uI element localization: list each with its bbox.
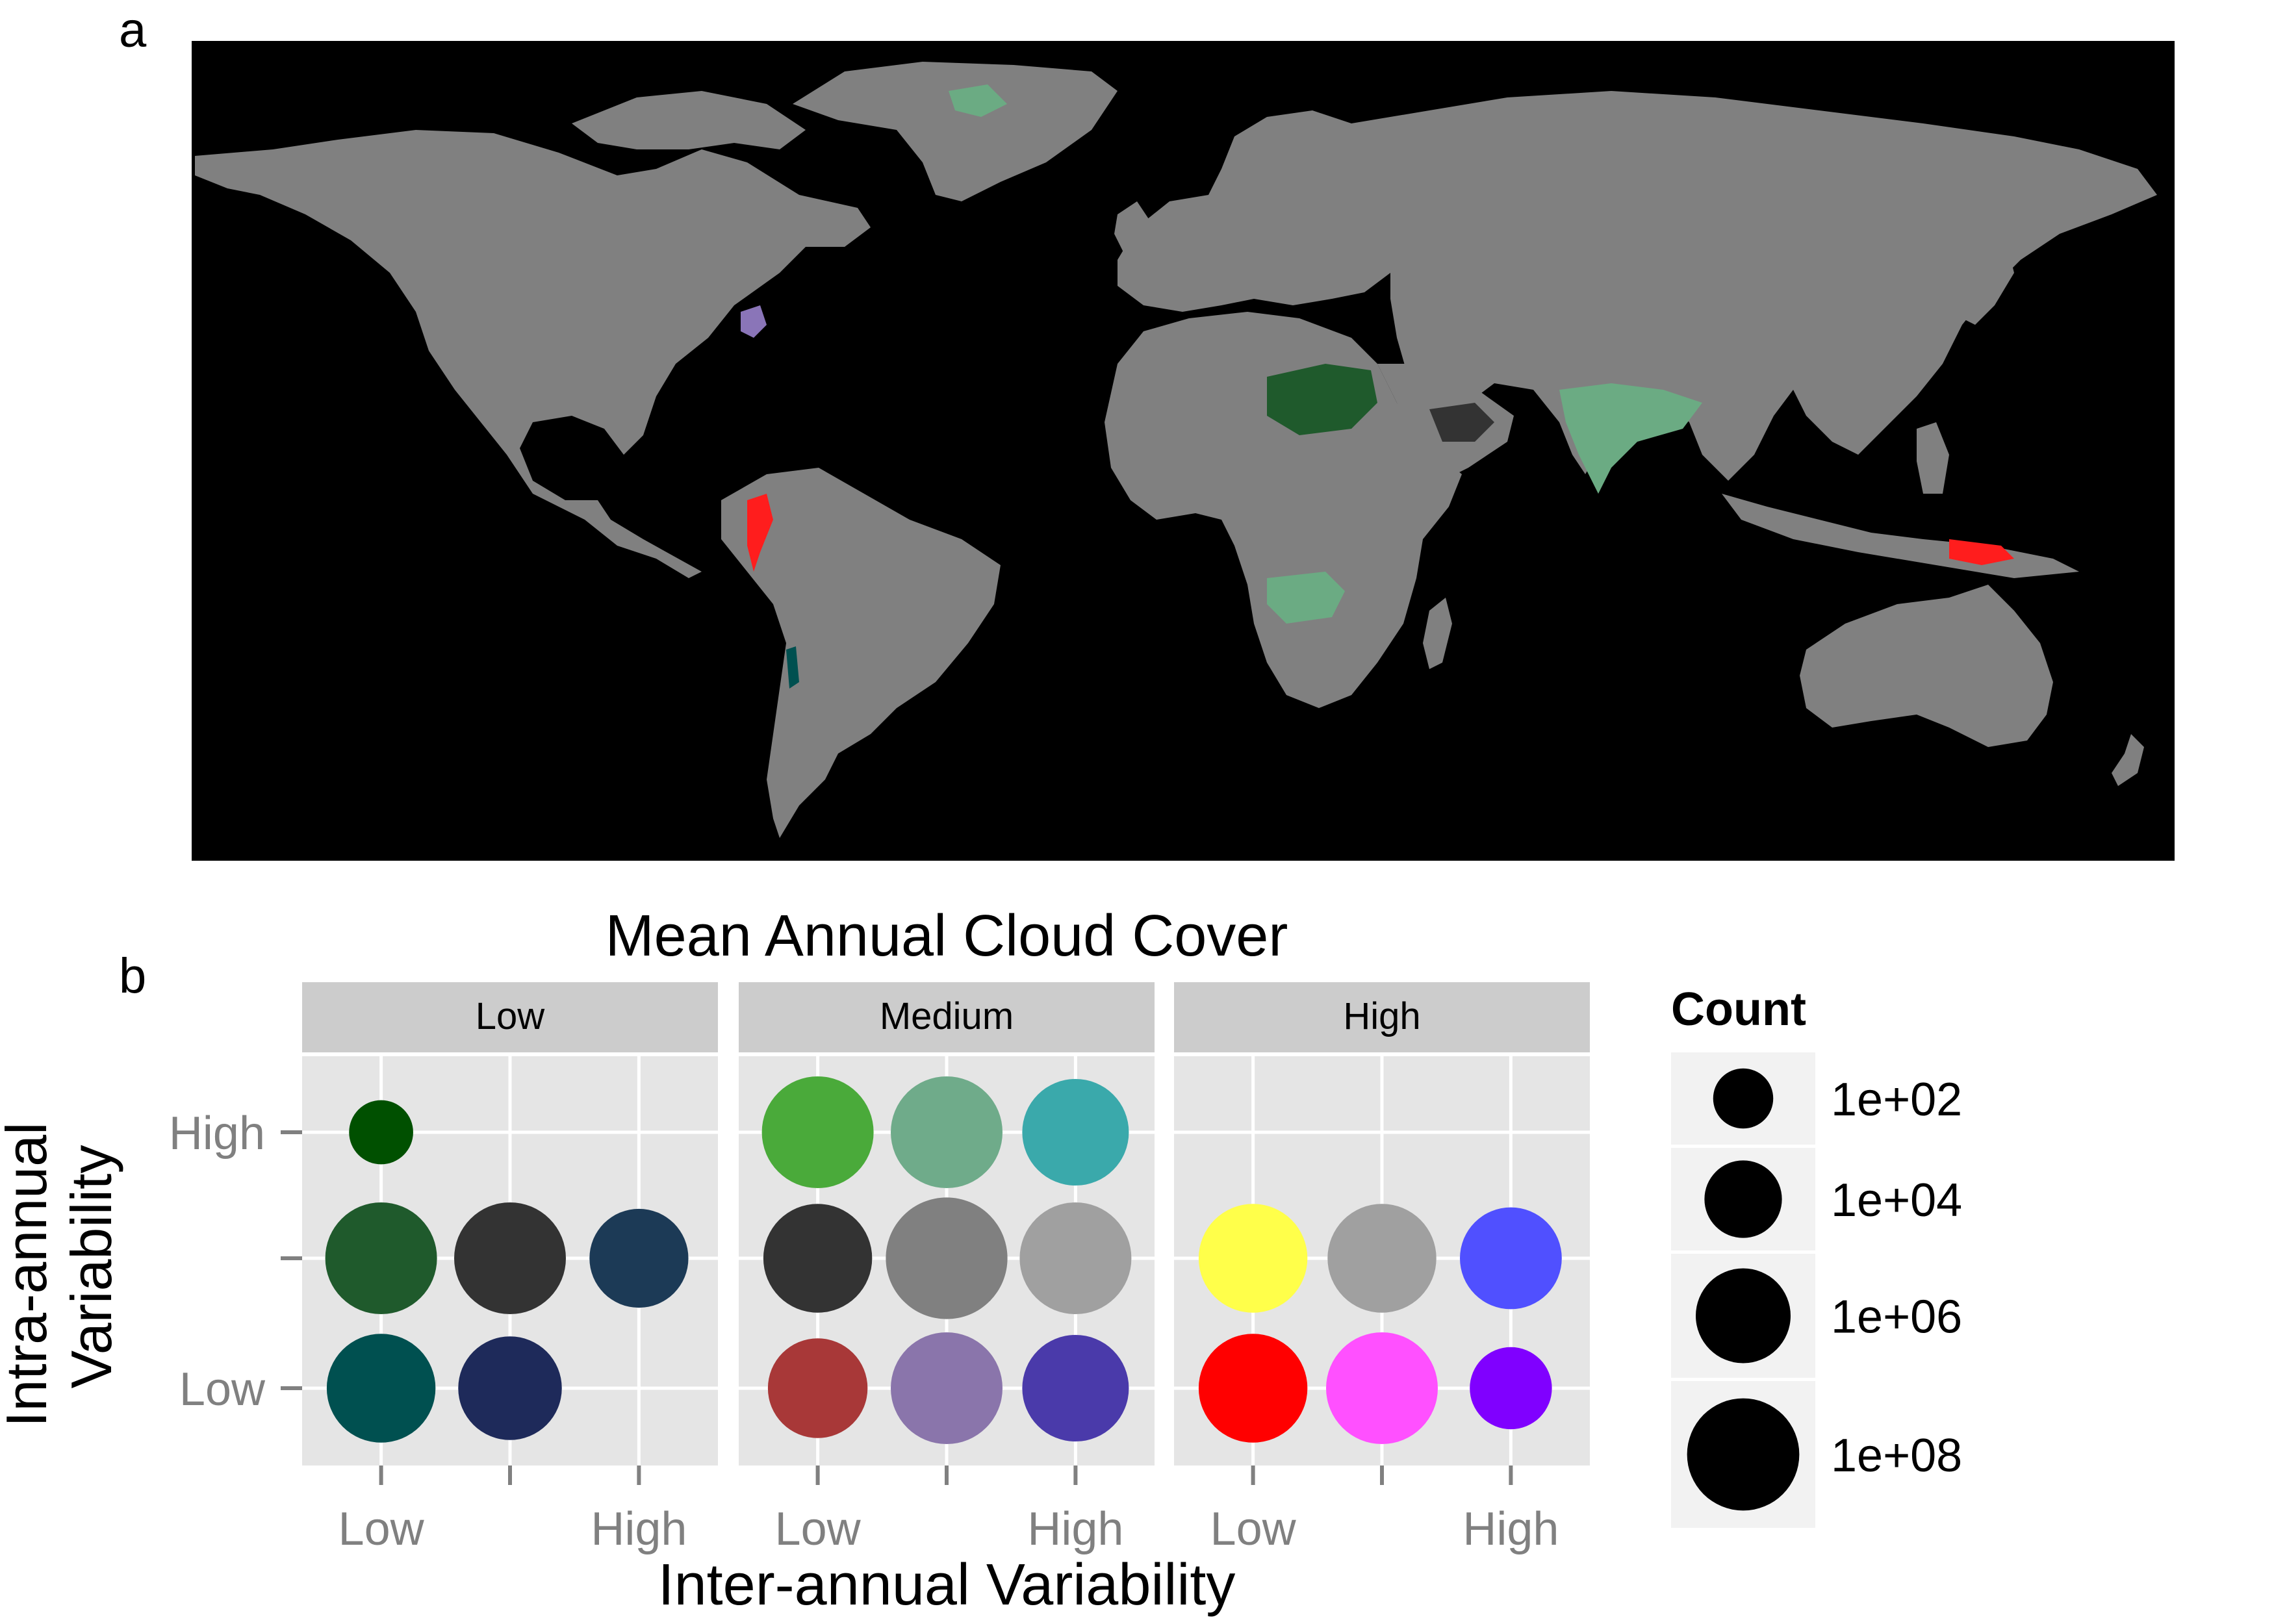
region-atacama — [786, 646, 799, 689]
legend-key-circle — [1687, 1398, 1800, 1511]
legend-key-circle — [1696, 1268, 1791, 1364]
y-tick-label: Low — [179, 1364, 266, 1415]
facet-strip-label: Low — [476, 995, 546, 1037]
landmass-north-america — [195, 130, 871, 578]
legend-entry-label: 1e+06 — [1831, 1291, 1962, 1343]
region-southern-africa — [1267, 572, 1345, 624]
landmass-asia — [1351, 91, 2157, 481]
data-point-medium-medium-high — [891, 1076, 1003, 1188]
landmass-philippines — [1917, 422, 1949, 494]
legend-title: Count — [1671, 983, 1806, 1035]
data-point-high-high-low — [1470, 1347, 1552, 1430]
facet-strip — [1174, 982, 1590, 1052]
landmass-new-zealand — [2112, 734, 2144, 786]
data-point-medium-medium-low — [891, 1332, 1003, 1444]
data-point-high-medium-low — [1326, 1332, 1438, 1444]
region-indonesia — [1949, 539, 2014, 565]
legend-key-circle — [1713, 1068, 1774, 1129]
chart-title: Mean Annual Cloud Cover — [606, 904, 1288, 969]
data-point-medium-low-high — [761, 1076, 874, 1188]
facet-high: High — [1174, 982, 1590, 1465]
legend: Count 1e+02 1e+04 1e+06 1e+08 — [1671, 983, 1962, 1528]
data-point-low-low-medium — [325, 1202, 437, 1314]
facet-strip-label: High — [1343, 995, 1420, 1037]
panel-label-b: b — [119, 948, 146, 1004]
data-point-low-low-low — [326, 1334, 436, 1443]
y-axis: High Low — [169, 1108, 302, 1415]
y-axis-title: Intra-annual Variability — [0, 1106, 123, 1427]
y-tick-label: High — [169, 1108, 265, 1160]
y-axis-title-line2: Variability — [59, 1145, 123, 1389]
x-tick-label: High — [1027, 1503, 1123, 1555]
landmass-japan — [1962, 247, 2014, 325]
data-point-medium-high-high — [1022, 1078, 1129, 1186]
map-regions — [741, 84, 2014, 689]
landmass-madagascar — [1423, 598, 1452, 669]
data-point-medium-high-medium — [1019, 1202, 1132, 1314]
map-land — [195, 62, 2157, 838]
facet-strip — [739, 982, 1155, 1052]
x-tick-label: Low — [775, 1503, 862, 1555]
facet-medium: Medium — [739, 982, 1155, 1465]
data-point-high-medium-medium — [1327, 1204, 1437, 1313]
region-eastern-us — [741, 305, 767, 338]
region-sahara — [1267, 364, 1377, 435]
region-andes — [747, 494, 773, 572]
landmass-africa — [1105, 312, 1462, 708]
facet-low: Low — [302, 982, 718, 1465]
landmass-europe — [1118, 110, 1397, 312]
x-tick-label: High — [1463, 1503, 1559, 1555]
panel-label-a: a — [119, 3, 147, 58]
landmass-arctic-islands — [572, 91, 806, 149]
data-point-high-low-low — [1198, 1334, 1308, 1443]
data-point-medium-high-low — [1022, 1334, 1129, 1442]
facet-strip — [302, 982, 718, 1052]
region-arabia — [1429, 403, 1494, 442]
data-point-low-high-medium — [589, 1208, 689, 1308]
y-axis-title-line1: Intra-annual — [0, 1122, 58, 1427]
legend-entry-label: 1e+02 — [1831, 1074, 1962, 1126]
legend-key-circle — [1704, 1160, 1782, 1238]
legend-entry-label: 1e+08 — [1831, 1430, 1962, 1482]
data-point-medium-low-low — [767, 1338, 868, 1438]
x-axis-title: Inter-annual Variability — [658, 1553, 1236, 1618]
data-point-medium-low-medium — [763, 1204, 873, 1313]
x-tick-label: Low — [339, 1503, 425, 1555]
legend-entry-label: 1e+04 — [1831, 1174, 1962, 1226]
region-greenland — [949, 84, 1007, 117]
data-point-high-low-medium — [1198, 1204, 1308, 1313]
x-tick-label: Low — [1210, 1503, 1297, 1555]
landmass-south-america — [721, 468, 1001, 838]
data-point-high-high-medium — [1460, 1207, 1562, 1310]
region-india — [1559, 383, 1702, 494]
x-axis: Low High Low High Low High — [339, 1465, 1559, 1555]
data-point-low-medium-low — [458, 1336, 562, 1440]
data-point-medium-medium-medium — [886, 1197, 1008, 1319]
world-map — [192, 41, 2175, 861]
facet-strip-label: Medium — [880, 995, 1014, 1037]
data-point-low-low-high — [349, 1100, 413, 1165]
landmass-greenland — [793, 62, 1118, 201]
landmass-british-isles — [1114, 201, 1150, 253]
data-point-low-medium-medium — [454, 1202, 566, 1314]
landmass-australia — [1800, 585, 2053, 747]
facet-panels: Low Medium High — [302, 982, 1590, 1465]
x-tick-label: High — [591, 1503, 687, 1555]
